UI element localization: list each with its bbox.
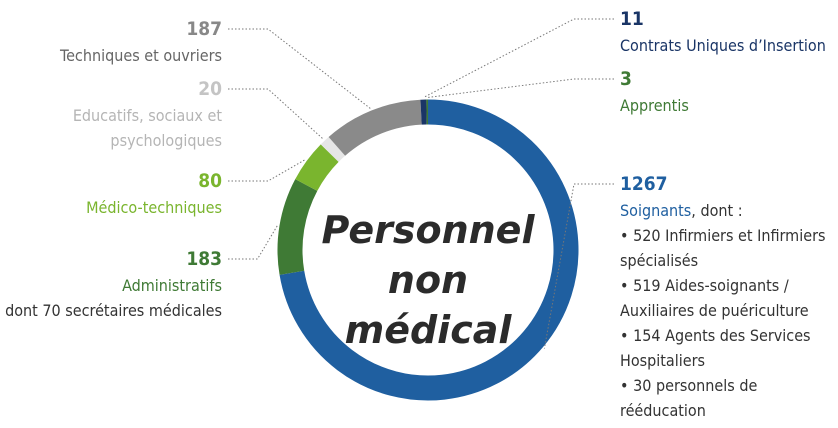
segment-name-text: Techniques et ouvriers [60,46,222,65]
donut-segment [277,179,318,275]
donut-segment [320,136,346,163]
chart-title: Personnel non médical [321,208,535,352]
segment-value: 20 [198,78,222,100]
leader-line [543,183,614,349]
segment-name-text: Médico-techniques [86,198,222,217]
segment-value: 11 [620,8,644,30]
segment-name: Médico-techniques [0,195,222,220]
segment-label: 20 Educatifs, sociaux et psychologiques [60,75,222,153]
segment-name: Techniques et ouvriers [0,43,222,68]
segment-value: 1267 [620,173,668,195]
segment-label: 1267 Soignants, dont : • 520 Infirmiers et… [620,170,835,423]
segment-value: 187 [186,18,222,40]
segment-name: Educatifs, sociaux et psychologiques [60,103,222,153]
segment-name: Apprentis [620,93,835,118]
segment-label: 187 Techniques et ouvriers [0,15,222,68]
segment-value: 3 [620,68,632,90]
segment-value: 183 [186,248,222,270]
leader-line [427,78,614,98]
leader-line [228,159,306,182]
segment-detail: • 30 personnels de rééducation [620,376,758,420]
segment-value: 80 [198,170,222,192]
segment-detail: • 519 Aides-soignants / Auxiliaires de p… [620,276,809,320]
segment-detail: dont 70 secrétaires médicales [5,301,222,320]
segment-name-text: Apprentis [620,96,689,115]
segment-label: 80 Médico-techniques [0,167,222,220]
segment-label: 183 Administratifs dont 70 secrétaires méd… [0,245,222,323]
segment-detail: • 520 Infirmiers et Infirmiers spécialis… [620,226,826,270]
segment-label: 3 Apprentis [620,65,835,118]
donut-segment [279,99,579,401]
donut-segment [295,144,339,192]
segment-name-text: Contrats Uniques d’Insertion [620,36,826,55]
leader-line [423,18,614,99]
segment-name-text: Educatifs, sociaux et psychologiques [72,106,222,150]
leader-line [228,88,324,140]
segment-label: 11 Contrats Uniques d’Insertion [620,5,835,58]
leader-line [228,225,278,260]
donut-segment [328,99,423,156]
segment-name: Soignants, dont : [620,198,835,223]
segment-name: Administratifs [0,273,222,298]
segment-name: Contrats Uniques d’Insertion [620,33,835,58]
segment-detail: • 154 Agents des Services Hospitaliers [620,326,811,370]
leader-line [228,28,371,110]
segment-name-text: Administratifs [122,276,222,295]
segment-name-text: Soignants [620,201,692,220]
segment-name-suffix: , dont : [691,201,743,220]
